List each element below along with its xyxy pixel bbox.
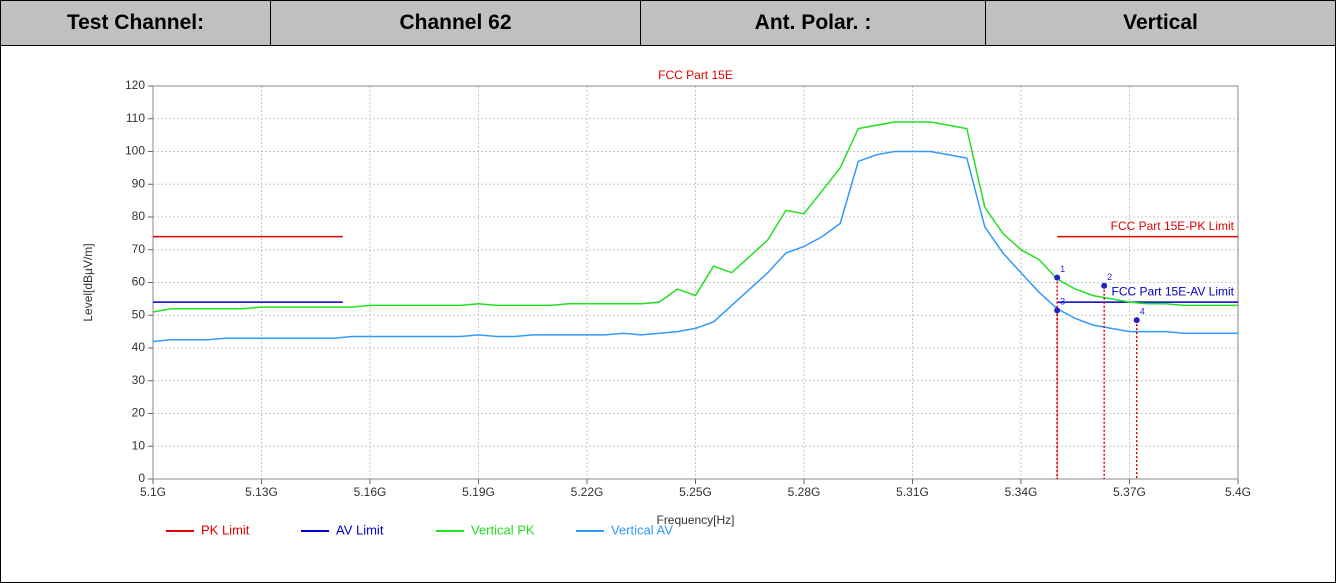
chart: FCC Part 15E 0 10 20 30 40 50 60 70 80 90 100 110 120…	[81, 68, 1251, 537]
y-tick-label: 30	[132, 373, 146, 387]
legend-label: Vertical PK	[471, 522, 535, 537]
marker-label: 2	[1107, 272, 1112, 282]
y-tick-label: 90	[132, 176, 146, 190]
x-axis-label: Frequency[Hz]	[656, 513, 734, 527]
header-row: Test Channel: Channel 62 Ant. Polar. : V…	[1, 1, 1335, 46]
header-cell: Ant. Polar. :	[641, 1, 986, 45]
legend-label: AV Limit	[336, 522, 384, 537]
limit-label: FCC Part 15E-PK Limit	[1111, 219, 1235, 233]
x-tick-label: 5.34G	[1005, 485, 1038, 499]
marker-point	[1101, 282, 1108, 289]
x-tick-label: 5.16G	[354, 485, 387, 499]
y-tick-label: 10	[132, 438, 146, 452]
y-axis-label: Level[dBµV/m]	[81, 243, 95, 321]
y-tick-label: 80	[132, 209, 146, 223]
y-tick-label: 100	[125, 144, 145, 158]
marker-point	[1054, 274, 1061, 281]
x-tick-label: 5.37G	[1113, 485, 1146, 499]
legend-label: PK Limit	[201, 522, 250, 537]
x-tick-label: 5.4G	[1225, 485, 1251, 499]
y-tick-label: 60	[132, 275, 146, 289]
x-tick-label: 5.28G	[788, 485, 821, 499]
y-tick-label: 120	[125, 78, 145, 92]
y-tick-label: 70	[132, 242, 146, 256]
y-tick-label: 0	[138, 471, 145, 485]
y-tick-label: 40	[132, 340, 146, 354]
y-tick-label: 110	[126, 111, 145, 125]
legend-label: Vertical AV	[611, 522, 673, 537]
marker-point	[1133, 317, 1140, 324]
x-tick-label: 5.31G	[896, 485, 929, 499]
x-tick-label: 5.25G	[679, 485, 712, 499]
y-tick-label: 20	[132, 406, 146, 420]
marker-label: 1	[1060, 264, 1065, 274]
header-cell: Vertical	[1123, 11, 1198, 34]
x-tick-label: 5.19G	[462, 485, 495, 499]
x-tick-label: 5.1G	[140, 485, 166, 499]
x-tick-label: 5.22G	[571, 485, 604, 499]
plot-frame	[152, 85, 1239, 480]
marker-label: 4	[1140, 307, 1145, 317]
header-cell: Test Channel:	[1, 1, 271, 45]
marker-point	[1054, 307, 1061, 314]
y-tick-label: 50	[132, 307, 146, 321]
limit-label: FCC Part 15E-AV Limit	[1112, 284, 1235, 298]
chart-title: FCC Part 15E	[658, 68, 733, 82]
x-tick-label: 5.13G	[245, 485, 278, 499]
marker-label: 3	[1060, 297, 1065, 307]
header-cell: Channel 62	[271, 1, 641, 45]
